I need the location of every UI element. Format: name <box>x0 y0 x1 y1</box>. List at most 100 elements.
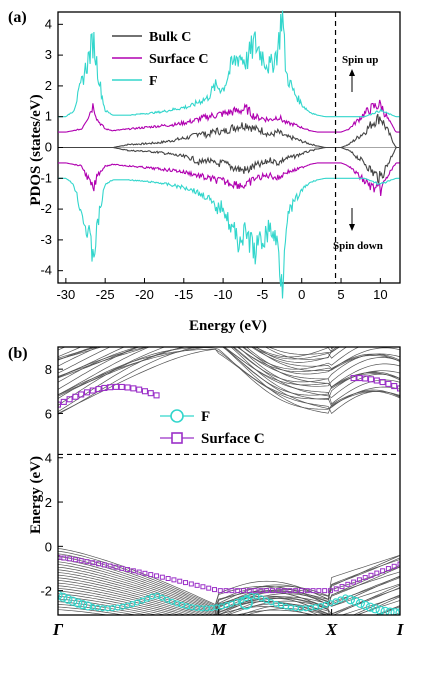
surface-c-marker <box>217 588 223 594</box>
surface-c-marker <box>142 570 148 576</box>
y-tick-label: 0 <box>45 140 52 155</box>
surface-c-marker <box>119 565 125 571</box>
surface-c-marker <box>67 556 73 562</box>
surface-c-marker <box>235 588 241 594</box>
surface-c-marker <box>229 588 235 594</box>
x-tick-label: -20 <box>135 287 154 302</box>
panel-b-label: (b) <box>8 345 28 362</box>
surface-c-marker <box>96 561 102 567</box>
f-marker <box>370 604 380 614</box>
legend-label: F <box>201 409 210 425</box>
panel-a-legend: Bulk C Surface C F <box>112 30 209 89</box>
k-point-label: M <box>210 620 227 639</box>
surface-c-marker <box>310 588 316 594</box>
surface-c-marker <box>374 570 380 576</box>
surface-c-marker <box>258 588 264 594</box>
surface-c-marker <box>322 588 328 594</box>
surface-c-marker <box>177 578 183 584</box>
f-marker <box>375 605 385 615</box>
f-marker <box>385 607 395 615</box>
legend-label: F <box>149 74 158 89</box>
surface-c-marker <box>362 575 368 581</box>
surface-c-marker <box>252 588 258 594</box>
f-marker <box>163 596 171 603</box>
surface-c-marker <box>147 390 154 397</box>
conduction-band <box>58 347 400 396</box>
surface-c-marker <box>60 398 67 405</box>
spin-down-label: Spin down <box>333 240 383 252</box>
surface-c-marker <box>153 392 160 399</box>
f-marker <box>390 608 400 615</box>
surface-c-marker <box>298 588 304 594</box>
f-marker <box>365 602 375 612</box>
surface-c-marker <box>148 572 154 578</box>
surface-c-marker <box>188 581 194 587</box>
surface-c-marker <box>385 380 392 387</box>
surface-c-marker <box>101 562 107 568</box>
surface-c-marker <box>206 585 212 591</box>
series-surface-c-spin-up <box>58 99 400 133</box>
f-marker <box>332 598 339 605</box>
surface-c-marker <box>356 577 362 583</box>
conduction-band <box>58 347 400 387</box>
surface-c-marker <box>368 572 374 578</box>
conduction-band <box>58 347 348 360</box>
panel-a-ylabel: PDOS (states/eV) <box>28 94 44 205</box>
surface-c-marker <box>113 564 119 570</box>
panel-a-xlabel: Energy (eV) <box>189 318 267 334</box>
y-tick-label: 0 <box>45 539 52 554</box>
f-marker <box>144 595 151 602</box>
legend-label: Bulk C <box>149 30 191 45</box>
conduction-band <box>58 347 400 388</box>
f-marker <box>395 608 400 615</box>
valence-band <box>58 593 400 615</box>
surface-c-marker <box>246 588 252 594</box>
surface-c-marker <box>269 588 275 594</box>
surface-c-marker <box>327 588 333 594</box>
f-marker <box>94 604 101 611</box>
panel-b-legend: F Surface C <box>160 409 265 447</box>
f-marker <box>89 603 96 611</box>
k-point-label: X <box>325 620 338 639</box>
panel-b-markers <box>58 375 400 615</box>
x-tick-label: -25 <box>96 287 115 302</box>
f-marker <box>238 596 245 604</box>
x-tick-label: -10 <box>214 287 233 302</box>
valence-band <box>58 606 400 615</box>
surface-c-marker <box>293 588 299 594</box>
surface-c-marker <box>194 582 200 588</box>
surface-c-marker <box>212 587 218 593</box>
surface-c-marker <box>345 581 351 587</box>
surface-c-marker <box>124 384 131 391</box>
f-marker <box>342 594 349 601</box>
conduction-band <box>58 347 400 405</box>
surface-c-marker <box>89 387 96 394</box>
surface-c-marker <box>61 555 67 561</box>
surface-c-marker <box>356 375 363 382</box>
surface-c-marker <box>287 588 293 594</box>
f-marker <box>337 596 344 603</box>
surface-c-marker <box>130 385 137 392</box>
x-tick-label: -30 <box>56 287 75 302</box>
y-tick-label: 2 <box>45 495 52 510</box>
f-marker <box>154 592 161 599</box>
surface-c-marker <box>200 584 206 590</box>
k-point-label: Γ <box>52 620 64 639</box>
y-tick-label: 6 <box>45 406 52 421</box>
y-tick-label: -2 <box>40 584 52 599</box>
surface-c-marker <box>281 588 287 594</box>
surface-c-marker <box>275 588 281 594</box>
f-marker <box>63 594 73 604</box>
y-tick-label: -2 <box>40 201 52 216</box>
f-marker <box>233 598 240 606</box>
conduction-band <box>58 347 400 414</box>
legend-marker <box>170 409 184 423</box>
surface-c-marker <box>351 579 357 585</box>
surface-c-marker <box>396 385 400 392</box>
f-marker <box>355 598 365 609</box>
y-tick-label: 4 <box>45 451 52 466</box>
panel-b-ticks: -2 0 2 4 6 8 Γ M X I <box>40 362 404 639</box>
conduction-band <box>58 347 400 400</box>
conduction-band <box>58 347 400 389</box>
